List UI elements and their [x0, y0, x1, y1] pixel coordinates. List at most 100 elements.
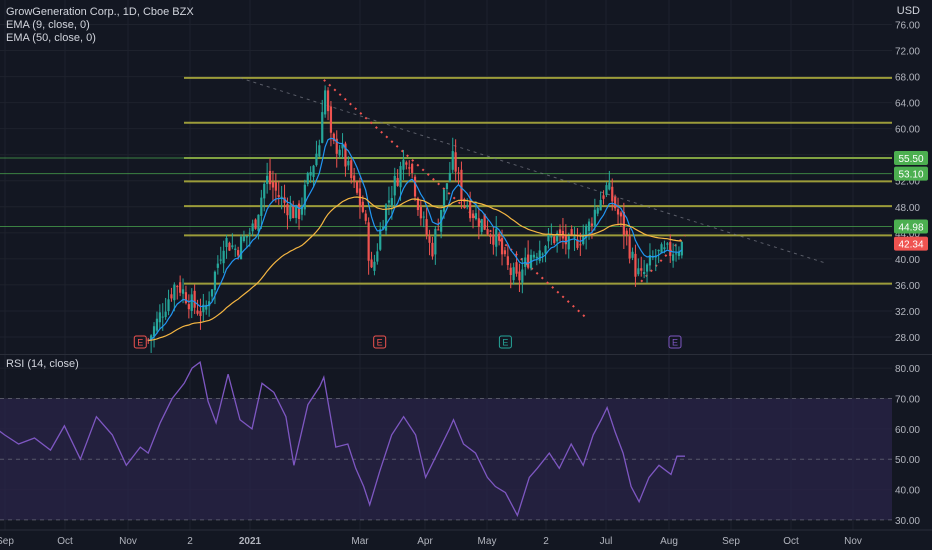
candle-body — [422, 216, 425, 218]
candle-body — [500, 238, 504, 255]
ema50-legend[interactable]: EMA (50, close, 0) — [6, 32, 96, 44]
rsi-tick-label: 30.00 — [895, 516, 920, 527]
candle-body — [332, 133, 335, 142]
candle-body — [210, 289, 214, 297]
ema-lines — [148, 137, 683, 341]
candle-body — [190, 294, 193, 311]
rsi-line — [0, 360, 685, 518]
time-tick-label: 2021 — [239, 536, 262, 547]
candle-body — [396, 177, 399, 186]
candle-body — [495, 228, 498, 247]
candle-body — [677, 251, 681, 256]
candle-body — [622, 211, 625, 236]
candle-body — [219, 259, 222, 261]
candle-body — [419, 206, 422, 219]
currency-label: USD — [896, 5, 920, 17]
candle-body — [382, 226, 385, 230]
price-tag-value: 55.50 — [898, 154, 923, 165]
candle-body — [576, 239, 579, 248]
candle-body — [506, 256, 509, 266]
time-axis[interactable]: Sep Oct Nov 2 2021 Mar Apr May 2 Jul Aug Sep Oct Nov — [0, 529, 932, 547]
candle-body — [544, 246, 547, 254]
candle-body — [527, 254, 530, 268]
candle-body — [454, 152, 457, 172]
candle-body — [234, 248, 237, 250]
candle-body — [428, 236, 431, 243]
candle-body — [466, 205, 469, 207]
candle-body — [187, 304, 190, 310]
candle-body — [208, 301, 211, 307]
earnings-marker-icon[interactable]: E — [133, 335, 147, 349]
candle-body — [564, 234, 567, 245]
candle-body — [518, 271, 521, 281]
candle-body — [306, 172, 309, 184]
ema9-legend[interactable]: EMA (9, close, 0) — [6, 19, 90, 31]
candle-body — [367, 222, 370, 261]
candle-body — [625, 230, 628, 235]
candle-body — [242, 236, 246, 241]
time-tick-label: Apr — [417, 536, 433, 547]
candle-body — [280, 196, 283, 199]
candle-body — [634, 253, 637, 277]
candle-body — [184, 292, 188, 304]
candle-body — [550, 236, 553, 238]
time-tick-label: Oct — [783, 536, 799, 547]
candle-body — [347, 160, 350, 166]
candle-body — [338, 149, 341, 156]
candle-body — [237, 250, 240, 256]
candle-body — [547, 233, 550, 242]
price-tick-label: 76.00 — [895, 21, 920, 32]
candle-body — [640, 268, 643, 271]
candle-body — [657, 249, 660, 252]
earnings-marker-icon[interactable]: E — [668, 335, 682, 349]
price-tick-label: 32.00 — [895, 307, 920, 318]
candle-body — [579, 244, 582, 246]
candle-body — [152, 326, 156, 337]
candle-body — [596, 208, 599, 214]
ema9-line — [148, 137, 683, 341]
candle-body — [431, 242, 434, 257]
price-tick-label: 36.00 — [895, 281, 920, 292]
candle-body — [321, 112, 324, 143]
price-tag: 53.10 — [894, 166, 928, 181]
earnings-marker-icon[interactable]: E — [373, 335, 387, 349]
candle-body — [257, 214, 260, 231]
candle-body — [405, 162, 408, 165]
candle-body — [532, 254, 536, 258]
candle-body — [231, 245, 234, 248]
candle-body — [318, 145, 321, 157]
candle-body — [373, 261, 376, 271]
candle-body — [315, 153, 318, 166]
price-axis[interactable]: 28.0032.0036.0040.0044.0048.0052.0056.00… — [895, 21, 920, 344]
candle-body — [376, 251, 379, 262]
candle-body — [648, 255, 652, 266]
candle-body — [590, 223, 594, 226]
candlestick-series — [147, 85, 683, 353]
candle-body — [384, 204, 388, 231]
candle-body — [585, 225, 588, 238]
rsi-axis[interactable]: 30.00 40.00 50.00 60.00 70.00 80.00 — [895, 364, 920, 527]
earnings-marker-box — [498, 335, 512, 349]
candle-body — [611, 186, 614, 202]
candle-body — [558, 229, 562, 234]
candle-body — [605, 185, 608, 195]
symbol-title[interactable]: GrowGeneration Corp., 1D, Cboe BZX — [6, 6, 194, 18]
candle-body — [599, 199, 602, 211]
candle-body — [666, 243, 669, 245]
pane-separator[interactable] — [0, 354, 932, 355]
earnings-marker-label: E — [672, 338, 678, 348]
earnings-marker-icon[interactable]: E — [498, 335, 512, 349]
earnings-marker-box — [373, 335, 387, 349]
rsi-title[interactable]: RSI (14, close) — [6, 358, 79, 370]
candle-body — [411, 163, 414, 173]
trendlines — [239, 77, 827, 320]
candle-body — [222, 250, 225, 264]
candle-body — [489, 234, 492, 237]
price-tag: 42.34 — [894, 236, 928, 251]
candle-body — [251, 223, 254, 232]
price-tag-bg — [894, 236, 928, 251]
candle-body — [425, 219, 428, 236]
candle-body — [245, 235, 248, 238]
